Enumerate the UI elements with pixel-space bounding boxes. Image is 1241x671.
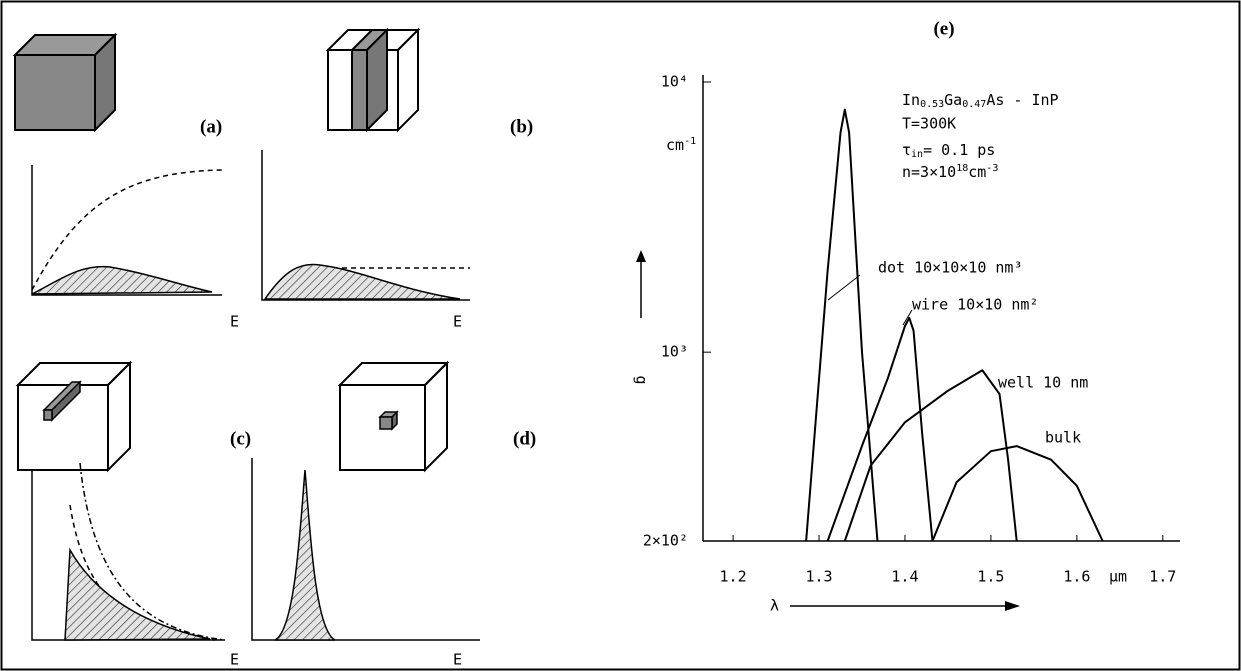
annotation: τin= 0.1 ps — [902, 141, 995, 160]
axis-label: E — [453, 651, 462, 669]
x-tick-label: 1.7 — [1149, 568, 1176, 586]
annotation-part: -1 — [684, 136, 696, 147]
panel-label: (a) — [200, 116, 222, 137]
annotation: In0.53Ga0.47As - InP — [902, 91, 1059, 110]
annotation-part: 0.53 — [920, 99, 944, 110]
x-unit: μm — [1109, 568, 1127, 586]
annotation-part: = 0.1 ps — [923, 141, 995, 159]
series-line — [932, 446, 1102, 541]
annotation-part: in — [911, 149, 923, 160]
y-axis-label: g — [633, 375, 651, 384]
series-label: dot 10×10×10 nm³ — [878, 259, 1023, 277]
annotation-part: cm — [968, 163, 986, 181]
panel-a: (a) E — [15, 35, 239, 331]
annotation-part: Ga — [944, 91, 962, 109]
panel-label: (b) — [510, 116, 533, 137]
annotation-part: As - InP — [986, 91, 1058, 109]
chart-title: (e) — [933, 18, 954, 39]
panel-label: (c) — [230, 428, 251, 449]
axis-label: E — [230, 651, 239, 669]
series-label: wire 10×10 nm² — [912, 296, 1038, 314]
x-tick-label: 1.6 — [1063, 568, 1090, 586]
y-tick-label: 10³ — [661, 343, 688, 361]
axis-label: E — [230, 313, 239, 331]
annotation-part: τ — [902, 141, 911, 159]
axis-label: E — [453, 313, 462, 331]
panel-b: (b) E — [262, 30, 533, 331]
series-label: bulk — [1045, 429, 1081, 447]
annotation-part: cm — [666, 136, 684, 154]
x-tick-label: 1.4 — [891, 568, 918, 586]
panel-d: (d) E — [252, 363, 536, 669]
x-tick-label: 1.5 — [977, 568, 1004, 586]
annotation: cm-1 — [666, 136, 696, 154]
annotation: T=300K — [902, 115, 956, 133]
annotation-part: -3 — [986, 163, 998, 174]
annotation-part: 18 — [956, 163, 968, 174]
x-axis-label: λ — [770, 597, 779, 615]
annotation: n=3×1018cm-3 — [902, 163, 998, 181]
x-tick-label: 1.2 — [720, 568, 747, 586]
x-tick-label: 1.3 — [805, 568, 832, 586]
annotation-part: n=3×10 — [902, 163, 956, 181]
series-label: well 10 nm — [998, 374, 1088, 392]
y-tick-label: 10⁴ — [661, 73, 688, 91]
panel-label: (d) — [513, 428, 536, 449]
series-line — [828, 318, 933, 541]
figure: (a) E (b) E (c) E — [0, 0, 1241, 671]
y-tick-label: 2×10² — [643, 532, 688, 550]
panel-c: (c) E — [18, 363, 251, 669]
annotation-part: In — [902, 91, 920, 109]
annotation-part: 0.47 — [962, 99, 986, 110]
